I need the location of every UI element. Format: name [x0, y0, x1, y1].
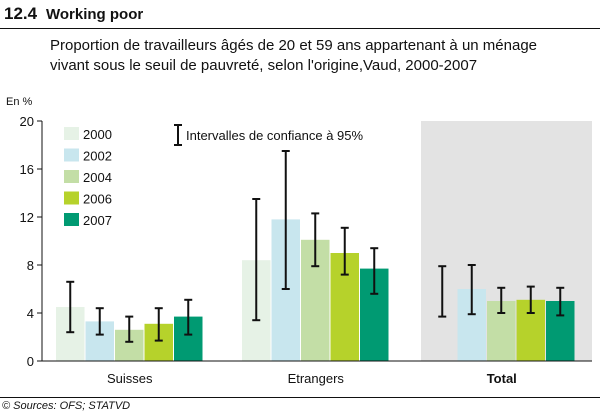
legend-label-2004: 2004 — [83, 170, 112, 185]
legend-swatch-2000 — [64, 127, 79, 140]
y-tick-label-12: 12 — [20, 210, 34, 225]
legend-swatch-2007 — [64, 213, 79, 226]
legend-swatch-2002 — [64, 148, 79, 162]
source-note: © Sources: OFS; STATVD — [2, 400, 131, 412]
subtitle-line-1: Proportion de travailleurs âgés de 20 et… — [50, 37, 538, 54]
category-label-suisses: Suisses — [107, 371, 153, 386]
category-label-total: Total — [487, 371, 517, 386]
subtitle-line-2: vivant sous le seuil de pauvreté, selon … — [50, 57, 478, 74]
legend-label-2002: 2002 — [83, 149, 112, 164]
legend-label-2007: 2007 — [83, 213, 112, 228]
figure-title: Working poor — [46, 6, 144, 23]
figure-number: 12.4 — [4, 4, 38, 23]
chart-subtitle: Proportion de travailleurs âgés de 20 et… — [50, 36, 590, 76]
legend-label-2006: 2006 — [83, 192, 112, 207]
legend-swatch-2006 — [64, 191, 79, 205]
y-tick-label-8: 8 — [27, 258, 34, 273]
legend-label-2000: 2000 — [83, 127, 112, 142]
figure-header: 12.4 Working poor — [0, 0, 600, 30]
bar-chart: 0 4 8 12 16 20 Suisses Etrangers Total 2000 2002 20… — [20, 114, 592, 386]
y-tick-label-4: 4 — [27, 306, 34, 321]
y-tick-label-16: 16 — [20, 162, 34, 177]
category-label-etrangers: Etrangers — [288, 371, 345, 386]
header-rule — [0, 28, 600, 29]
y-tick-label-0: 0 — [27, 354, 34, 369]
footer-rule — [0, 397, 600, 398]
y-tick-label-20: 20 — [20, 114, 34, 129]
legend-swatch-2004 — [64, 170, 79, 183]
ci-legend-label: Intervalles de confiance à 95% — [186, 128, 363, 143]
y-axis-unit: En % — [6, 96, 33, 108]
